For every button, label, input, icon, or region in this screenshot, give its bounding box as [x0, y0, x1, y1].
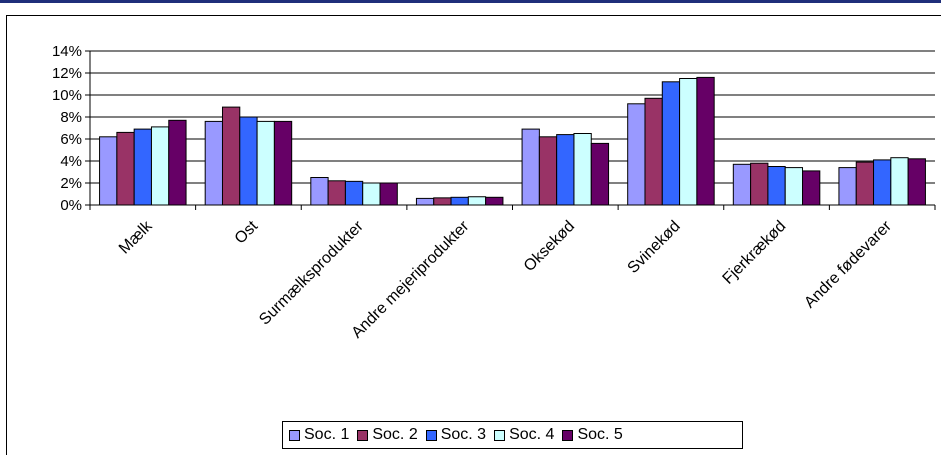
bar — [362, 182, 381, 206]
bar — [433, 197, 452, 206]
bar — [467, 196, 487, 206]
bar — [204, 120, 223, 206]
bar — [450, 196, 469, 206]
category-label: Oksekød — [521, 218, 578, 275]
category-label: Svinekød — [625, 218, 684, 277]
bar — [344, 180, 364, 206]
y-tick-label: 8% — [60, 109, 82, 126]
bar — [221, 106, 241, 206]
legend-swatch — [425, 429, 437, 441]
bar — [838, 167, 857, 206]
bar — [627, 103, 646, 206]
y-tick-label: 6% — [60, 131, 82, 148]
bar — [239, 116, 258, 206]
category-label: Fjerkrækød — [720, 218, 790, 288]
bar — [150, 126, 170, 206]
bar — [116, 131, 135, 206]
bar — [273, 120, 293, 206]
category-label: Andre mejeriprodukter — [349, 217, 473, 341]
y-tick-label: 0% — [60, 197, 82, 214]
bar — [379, 182, 398, 206]
legend-label: Soc. 5 — [577, 426, 623, 443]
legend-label: Soc. 4 — [509, 426, 555, 443]
bar — [890, 157, 909, 206]
bar — [133, 128, 152, 206]
legend-item: Soc. 2 — [357, 426, 418, 444]
legend: Soc. 1 Soc. 2 Soc. 3 Soc. 4 Soc. 5 — [282, 421, 743, 449]
bar — [750, 162, 769, 206]
bar — [696, 76, 715, 206]
axes — [85, 50, 936, 210]
legend-item: Soc. 5 — [562, 426, 623, 444]
bar — [767, 166, 786, 206]
legend-label: Soc. 1 — [304, 426, 350, 443]
y-tick-label: 14% — [52, 43, 82, 60]
bar — [485, 196, 504, 206]
bar — [538, 136, 558, 206]
bar — [802, 170, 821, 206]
y-tick-labels: 0% 2% 4% 6% 8% 10% 12% 14% — [52, 43, 82, 214]
category-label: Andre fødevarer — [801, 217, 895, 311]
bar — [679, 78, 698, 206]
bar — [256, 120, 275, 206]
bar — [661, 81, 681, 206]
bar — [644, 97, 663, 206]
bar — [415, 197, 435, 206]
y-tick-label: 4% — [60, 153, 82, 170]
bar — [310, 177, 329, 206]
category-label: Mælk — [116, 217, 156, 257]
legend-swatch — [357, 429, 369, 441]
legend-swatch — [494, 429, 506, 441]
bar — [784, 167, 804, 206]
y-tick-label: 12% — [52, 65, 82, 82]
bar — [855, 161, 875, 206]
bar — [873, 159, 892, 206]
legend-swatch — [289, 429, 300, 441]
category-label: Surmælksprodukter — [256, 217, 367, 328]
bar — [327, 180, 346, 206]
bar — [99, 136, 118, 206]
legend-swatch — [562, 429, 574, 441]
bar — [168, 119, 187, 206]
legend-item: Soc. 1 — [289, 426, 349, 444]
chart-area-border — [6, 15, 941, 455]
legend-item: Soc. 3 — [425, 426, 487, 444]
legend-item: Soc. 4 — [494, 426, 554, 444]
window-top-bar — [0, 0, 941, 3]
legend-label: Soc. 2 — [372, 426, 418, 443]
category-label: Ost — [232, 217, 262, 247]
bar — [521, 128, 540, 206]
bar — [732, 163, 752, 206]
bar — [573, 133, 592, 206]
bar — [556, 134, 575, 206]
legend-label: Soc. 3 — [440, 426, 487, 443]
bars — [99, 76, 926, 206]
y-tick-label: 2% — [60, 175, 82, 192]
y-tick-label: 10% — [52, 87, 82, 104]
bar — [907, 158, 926, 206]
bar — [590, 142, 610, 206]
